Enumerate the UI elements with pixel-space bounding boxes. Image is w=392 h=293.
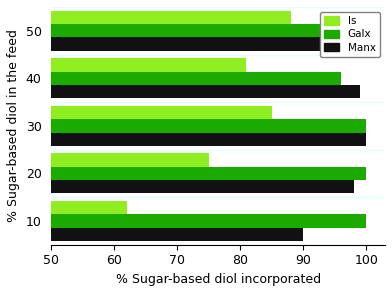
- Bar: [51, 58, 247, 71]
- Bar: [51, 38, 366, 51]
- Bar: [51, 71, 341, 85]
- Y-axis label: % Sugar-based diol in the feed: % Sugar-based diol in the feed: [7, 29, 20, 222]
- X-axis label: % Sugar-based diol incorporated: % Sugar-based diol incorporated: [116, 273, 321, 286]
- Bar: [51, 106, 272, 119]
- Bar: [51, 228, 303, 241]
- Bar: [51, 201, 127, 214]
- Bar: [51, 132, 366, 146]
- Bar: [51, 214, 366, 228]
- Legend: Is, Galx, Manx: Is, Galx, Manx: [319, 12, 380, 57]
- Bar: [51, 24, 354, 38]
- Bar: [51, 85, 360, 98]
- Bar: [51, 167, 366, 180]
- Bar: [51, 180, 354, 193]
- Bar: [51, 154, 209, 167]
- Bar: [51, 11, 290, 24]
- Bar: [51, 119, 366, 132]
